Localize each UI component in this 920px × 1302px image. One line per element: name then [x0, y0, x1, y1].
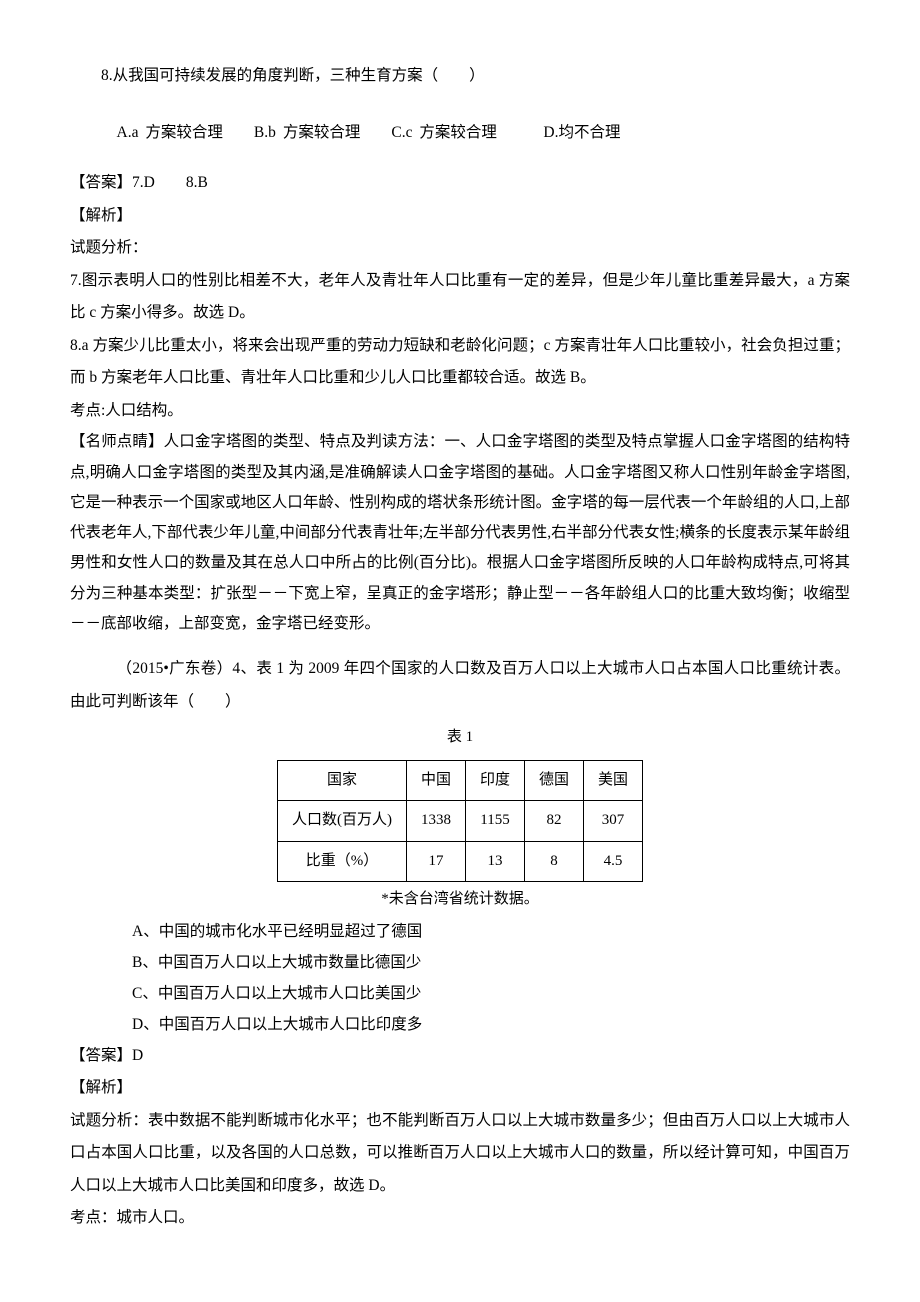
- q8-stem: 8.从我国可持续发展的角度判断，三种生育方案（ ）: [70, 60, 850, 93]
- cell: 1155: [465, 801, 524, 842]
- table-caption: 表 1: [70, 722, 850, 754]
- answer-4: 【答案】D: [70, 1040, 850, 1073]
- q8-choices: A.a 方案较合理 B.b 方案较合理 C.c 方案较合理 D.均不合理: [117, 117, 851, 150]
- col-usa: 美国: [584, 760, 643, 801]
- q4-option-d: D、中国百万人口以上大城市人口比印度多: [132, 1009, 850, 1040]
- row2-label: 比重（%）: [277, 841, 406, 882]
- kaodian-1: 考点:人口结构。: [70, 395, 850, 428]
- mingshi-note: 【名师点睛】人口金字塔图的类型、特点及判读方法：一、人口金字塔图的类型及特点掌握…: [70, 427, 850, 639]
- cell: 1338: [406, 801, 465, 842]
- jiexi-header-1: 【解析】: [70, 200, 850, 233]
- table-row: 比重（%） 17 13 8 4.5: [277, 841, 642, 882]
- cell: 13: [465, 841, 524, 882]
- col-china: 中国: [406, 760, 465, 801]
- row1-label: 人口数(百万人): [277, 801, 406, 842]
- table-row: 人口数(百万人) 1338 1155 82 307: [277, 801, 642, 842]
- q4-option-b: B、中国百万人口以上大城市数量比德国少: [132, 947, 850, 978]
- answer-78: 【答案】7.D 8.B: [70, 167, 850, 200]
- cell: 307: [584, 801, 643, 842]
- col-india: 印度: [465, 760, 524, 801]
- table-note: *未含台湾省统计数据。: [70, 884, 850, 916]
- q4-option-a: A、中国的城市化水平已经明显超过了德国: [132, 916, 850, 947]
- cell: 4.5: [584, 841, 643, 882]
- cell: 82: [525, 801, 584, 842]
- cell: 8: [525, 841, 584, 882]
- col-country: 国家: [277, 760, 406, 801]
- jiexi-header-2: 【解析】: [70, 1072, 850, 1105]
- q4-intro: （2015•广东卷）4、表 1 为 2009 年四个国家的人口数及百万人口以上大…: [70, 653, 850, 718]
- kaodian-2: 考点：城市人口。: [70, 1202, 850, 1235]
- shiti-analysis-2: 试题分析：表中数据不能判断城市化水平；也不能判断百万人口以上大城市数量多少；但由…: [70, 1105, 850, 1203]
- q4-option-c: C、中国百万人口以上大城市人口比美国少: [132, 978, 850, 1009]
- population-table: 国家 中国 印度 德国 美国 人口数(百万人) 1338 1155 82 307…: [277, 760, 643, 883]
- analysis-7: 7.图示表明人口的性别比相差不大，老年人及青壮年人口比重有一定的差异，但是少年儿…: [70, 265, 850, 330]
- shiti-label-1: 试题分析：: [70, 232, 850, 265]
- analysis-8: 8.a 方案少儿比重太小，将来会出现严重的劳动力短缺和老龄化问题；c 方案青壮年…: [70, 330, 850, 395]
- cell: 17: [406, 841, 465, 882]
- table-header-row: 国家 中国 印度 德国 美国: [277, 760, 642, 801]
- col-germany: 德国: [525, 760, 584, 801]
